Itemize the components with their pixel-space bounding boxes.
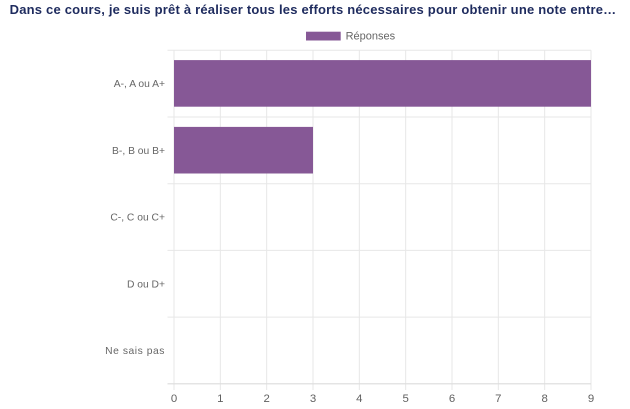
- svg-text:C-, C ou C+: C-, C ou C+: [110, 213, 165, 224]
- svg-text:4: 4: [356, 393, 362, 405]
- svg-text:A-, A ou A+: A-, A ou A+: [114, 79, 165, 90]
- svg-text:2: 2: [263, 393, 269, 405]
- svg-text:1: 1: [217, 393, 223, 405]
- svg-text:0: 0: [171, 393, 177, 405]
- svg-text:8: 8: [541, 393, 547, 405]
- svg-text:Ne sais pas: Ne sais pas: [105, 346, 165, 357]
- svg-text:B-, B ou B+: B-, B ou B+: [112, 146, 165, 157]
- svg-text:5: 5: [402, 393, 408, 405]
- svg-text:9: 9: [588, 393, 594, 405]
- svg-text:6: 6: [449, 393, 455, 405]
- svg-text:3: 3: [310, 393, 316, 405]
- svg-text:Réponses: Réponses: [346, 31, 396, 43]
- svg-text:D ou D+: D ou D+: [127, 279, 165, 290]
- svg-text:7: 7: [495, 393, 501, 405]
